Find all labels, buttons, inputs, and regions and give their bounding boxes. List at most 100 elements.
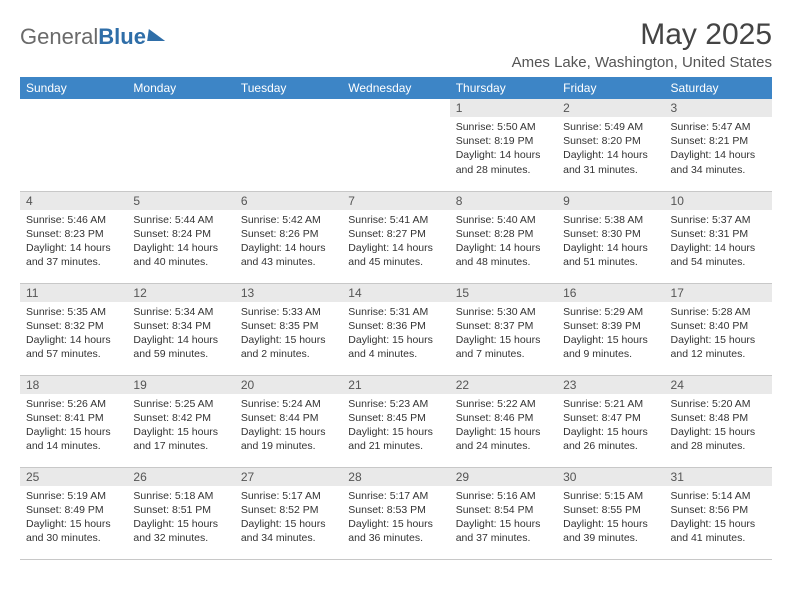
day-number: 4 [20, 192, 127, 210]
daylight-text: Daylight: 15 hours and 36 minutes. [348, 517, 443, 545]
sunrise-text: Sunrise: 5:14 AM [671, 489, 766, 503]
daylight-text: Daylight: 15 hours and 21 minutes. [348, 425, 443, 453]
day-details: Sunrise: 5:42 AMSunset: 8:26 PMDaylight:… [235, 210, 342, 274]
weekday-header: Tuesday [235, 77, 342, 99]
sunrise-text: Sunrise: 5:46 AM [26, 213, 121, 227]
brand-logo: GeneralBlue [20, 18, 166, 50]
calendar-week-row: 18Sunrise: 5:26 AMSunset: 8:41 PMDayligh… [20, 375, 772, 467]
daylight-text: Daylight: 15 hours and 19 minutes. [241, 425, 336, 453]
sunset-text: Sunset: 8:39 PM [563, 319, 658, 333]
daylight-text: Daylight: 15 hours and 32 minutes. [133, 517, 228, 545]
calendar-cell: 11Sunrise: 5:35 AMSunset: 8:32 PMDayligh… [20, 283, 127, 375]
sunrise-text: Sunrise: 5:34 AM [133, 305, 228, 319]
day-details: Sunrise: 5:44 AMSunset: 8:24 PMDaylight:… [127, 210, 234, 274]
calendar-cell: 15Sunrise: 5:30 AMSunset: 8:37 PMDayligh… [450, 283, 557, 375]
day-details: Sunrise: 5:23 AMSunset: 8:45 PMDaylight:… [342, 394, 449, 458]
calendar-cell: 23Sunrise: 5:21 AMSunset: 8:47 PMDayligh… [557, 375, 664, 467]
daylight-text: Daylight: 15 hours and 24 minutes. [456, 425, 551, 453]
daylight-text: Daylight: 15 hours and 41 minutes. [671, 517, 766, 545]
sunset-text: Sunset: 8:44 PM [241, 411, 336, 425]
weekday-header: Wednesday [342, 77, 449, 99]
daylight-text: Daylight: 14 hours and 45 minutes. [348, 241, 443, 269]
sunset-text: Sunset: 8:41 PM [26, 411, 121, 425]
brand-part1: General [20, 24, 98, 50]
weekday-header: Sunday [20, 77, 127, 99]
calendar-cell: .. [127, 99, 234, 191]
day-details: Sunrise: 5:14 AMSunset: 8:56 PMDaylight:… [665, 486, 772, 550]
sunrise-text: Sunrise: 5:44 AM [133, 213, 228, 227]
calendar-cell: 24Sunrise: 5:20 AMSunset: 8:48 PMDayligh… [665, 375, 772, 467]
day-details: Sunrise: 5:29 AMSunset: 8:39 PMDaylight:… [557, 302, 664, 366]
day-details: Sunrise: 5:37 AMSunset: 8:31 PMDaylight:… [665, 210, 772, 274]
calendar-body: ........1Sunrise: 5:50 AMSunset: 8:19 PM… [20, 99, 772, 559]
day-details: Sunrise: 5:26 AMSunset: 8:41 PMDaylight:… [20, 394, 127, 458]
day-number: 5 [127, 192, 234, 210]
day-number: 2 [557, 99, 664, 117]
day-number: 28 [342, 468, 449, 486]
calendar-cell: 10Sunrise: 5:37 AMSunset: 8:31 PMDayligh… [665, 191, 772, 283]
daylight-text: Daylight: 15 hours and 26 minutes. [563, 425, 658, 453]
calendar-cell: .. [235, 99, 342, 191]
day-details: Sunrise: 5:49 AMSunset: 8:20 PMDaylight:… [557, 117, 664, 181]
sunrise-text: Sunrise: 5:17 AM [348, 489, 443, 503]
month-title: May 2025 [512, 18, 772, 52]
day-number: 14 [342, 284, 449, 302]
sunset-text: Sunset: 8:26 PM [241, 227, 336, 241]
calendar-cell: 8Sunrise: 5:40 AMSunset: 8:28 PMDaylight… [450, 191, 557, 283]
sunrise-text: Sunrise: 5:28 AM [671, 305, 766, 319]
sunrise-text: Sunrise: 5:18 AM [133, 489, 228, 503]
sunset-text: Sunset: 8:37 PM [456, 319, 551, 333]
day-number: 10 [665, 192, 772, 210]
calendar-cell: 6Sunrise: 5:42 AMSunset: 8:26 PMDaylight… [235, 191, 342, 283]
day-number: 12 [127, 284, 234, 302]
calendar-cell: 31Sunrise: 5:14 AMSunset: 8:56 PMDayligh… [665, 467, 772, 559]
calendar-cell: 9Sunrise: 5:38 AMSunset: 8:30 PMDaylight… [557, 191, 664, 283]
daylight-text: Daylight: 14 hours and 31 minutes. [563, 148, 658, 176]
daylight-text: Daylight: 15 hours and 17 minutes. [133, 425, 228, 453]
sunset-text: Sunset: 8:21 PM [671, 134, 766, 148]
header: GeneralBlue May 2025 Ames Lake, Washingt… [20, 18, 772, 71]
sunset-text: Sunset: 8:45 PM [348, 411, 443, 425]
day-number: 8 [450, 192, 557, 210]
daylight-text: Daylight: 15 hours and 30 minutes. [26, 517, 121, 545]
calendar-cell: .. [342, 99, 449, 191]
daylight-text: Daylight: 15 hours and 2 minutes. [241, 333, 336, 361]
sunset-text: Sunset: 8:28 PM [456, 227, 551, 241]
calendar-cell: 19Sunrise: 5:25 AMSunset: 8:42 PMDayligh… [127, 375, 234, 467]
sunrise-text: Sunrise: 5:49 AM [563, 120, 658, 134]
day-number: 3 [665, 99, 772, 117]
weekday-header: Friday [557, 77, 664, 99]
location-label: Ames Lake, Washington, United States [512, 54, 772, 71]
sunset-text: Sunset: 8:30 PM [563, 227, 658, 241]
sunrise-text: Sunrise: 5:24 AM [241, 397, 336, 411]
sunrise-text: Sunrise: 5:22 AM [456, 397, 551, 411]
sunrise-text: Sunrise: 5:29 AM [563, 305, 658, 319]
day-details: Sunrise: 5:38 AMSunset: 8:30 PMDaylight:… [557, 210, 664, 274]
day-number: 30 [557, 468, 664, 486]
sunrise-text: Sunrise: 5:31 AM [348, 305, 443, 319]
sunset-text: Sunset: 8:19 PM [456, 134, 551, 148]
calendar-table: SundayMondayTuesdayWednesdayThursdayFrid… [20, 77, 772, 560]
day-number: 23 [557, 376, 664, 394]
day-details: Sunrise: 5:17 AMSunset: 8:53 PMDaylight:… [342, 486, 449, 550]
calendar-cell: 26Sunrise: 5:18 AMSunset: 8:51 PMDayligh… [127, 467, 234, 559]
sunrise-text: Sunrise: 5:23 AM [348, 397, 443, 411]
calendar-week-row: 4Sunrise: 5:46 AMSunset: 8:23 PMDaylight… [20, 191, 772, 283]
sunrise-text: Sunrise: 5:37 AM [671, 213, 766, 227]
day-details: Sunrise: 5:22 AMSunset: 8:46 PMDaylight:… [450, 394, 557, 458]
calendar-cell: 18Sunrise: 5:26 AMSunset: 8:41 PMDayligh… [20, 375, 127, 467]
day-number: 9 [557, 192, 664, 210]
daylight-text: Daylight: 14 hours and 28 minutes. [456, 148, 551, 176]
daylight-text: Daylight: 14 hours and 59 minutes. [133, 333, 228, 361]
sunset-text: Sunset: 8:31 PM [671, 227, 766, 241]
sunrise-text: Sunrise: 5:21 AM [563, 397, 658, 411]
daylight-text: Daylight: 15 hours and 37 minutes. [456, 517, 551, 545]
day-details: Sunrise: 5:16 AMSunset: 8:54 PMDaylight:… [450, 486, 557, 550]
day-number: 22 [450, 376, 557, 394]
sunrise-text: Sunrise: 5:25 AM [133, 397, 228, 411]
daylight-text: Daylight: 15 hours and 34 minutes. [241, 517, 336, 545]
calendar-cell: 22Sunrise: 5:22 AMSunset: 8:46 PMDayligh… [450, 375, 557, 467]
daylight-text: Daylight: 15 hours and 14 minutes. [26, 425, 121, 453]
sunset-text: Sunset: 8:36 PM [348, 319, 443, 333]
sunset-text: Sunset: 8:55 PM [563, 503, 658, 517]
